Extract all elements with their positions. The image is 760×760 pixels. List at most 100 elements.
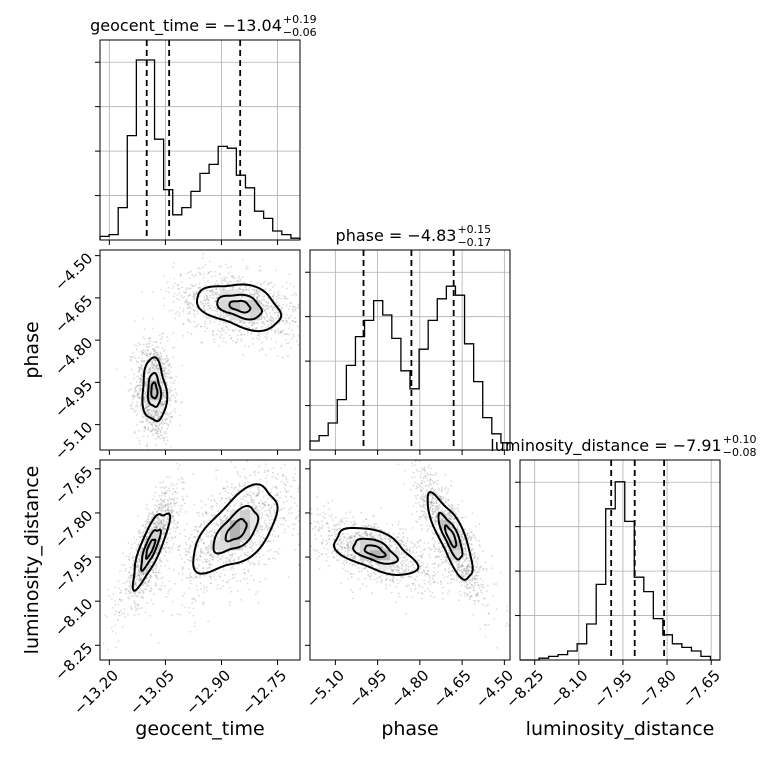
sample-point <box>160 507 162 509</box>
sample-point <box>173 379 176 382</box>
sample-point <box>140 360 143 363</box>
sample-point <box>347 570 350 573</box>
sample-point <box>139 536 142 539</box>
sample-point <box>194 600 197 603</box>
sample-point <box>214 299 217 302</box>
sample-point <box>129 405 132 407</box>
sample-point <box>328 530 330 533</box>
sample-point <box>156 525 159 528</box>
sample-point <box>154 526 157 529</box>
sample-point <box>158 558 161 561</box>
sample-point <box>209 290 212 293</box>
sample-point <box>165 521 168 523</box>
sample-point <box>178 464 181 467</box>
sample-point <box>176 526 179 529</box>
sample-point <box>366 532 369 535</box>
sample-point <box>273 550 276 553</box>
sample-point <box>265 354 267 357</box>
sample-point <box>226 485 229 488</box>
sample-point <box>155 429 158 432</box>
sample-point <box>311 329 313 331</box>
sample-point <box>170 365 172 368</box>
sample-point <box>374 531 377 533</box>
sample-point <box>212 534 215 537</box>
sample-point <box>154 437 157 440</box>
density-cell <box>220 540 231 551</box>
sample-point <box>220 497 223 500</box>
sample-point <box>165 486 168 489</box>
sample-point <box>220 277 223 280</box>
sample-point <box>382 548 385 550</box>
sample-point <box>304 503 306 505</box>
sample-point <box>154 359 157 362</box>
sample-point <box>131 407 134 410</box>
sample-point <box>206 289 209 292</box>
sample-point <box>181 487 184 490</box>
sample-point <box>142 573 145 576</box>
sample-point <box>198 570 201 573</box>
sample-point <box>250 539 253 542</box>
sample-point <box>318 568 321 571</box>
sample-point <box>145 404 148 407</box>
sample-point <box>251 288 254 291</box>
sample-point <box>248 588 250 591</box>
sample-point <box>142 524 145 526</box>
sample-point <box>253 534 256 537</box>
sample-point <box>158 561 161 564</box>
sample-point <box>162 274 165 277</box>
sample-point <box>223 276 225 279</box>
sample-point <box>321 526 323 529</box>
sample-point <box>155 410 158 413</box>
sample-point <box>257 331 260 334</box>
sample-point <box>206 513 208 516</box>
sample-point <box>143 338 146 340</box>
sample-point <box>318 526 321 529</box>
sample-point <box>354 554 357 557</box>
sample-point <box>165 508 168 511</box>
sample-point <box>166 281 169 284</box>
sample-point <box>261 322 264 325</box>
sample-point <box>155 553 158 556</box>
sample-point <box>157 522 160 525</box>
sample-point <box>182 499 184 502</box>
sample-point <box>252 549 255 552</box>
sample-point <box>230 486 233 489</box>
sample-point <box>218 309 221 312</box>
sample-point <box>146 342 149 345</box>
sample-point <box>157 421 160 424</box>
sample-point <box>157 416 160 419</box>
sample-point <box>145 570 148 573</box>
sample-point <box>258 488 261 491</box>
sample-point <box>222 321 225 324</box>
sample-point <box>144 407 147 409</box>
sample-point <box>170 512 173 515</box>
sample-point <box>218 265 221 268</box>
sample-point <box>175 487 178 490</box>
sample-point <box>139 404 142 407</box>
sample-point <box>137 557 140 560</box>
sample-point <box>208 530 211 533</box>
sample-point <box>422 548 425 551</box>
sample-point <box>273 513 276 516</box>
sample-point <box>162 403 165 406</box>
sample-point <box>257 487 259 489</box>
sample-point <box>239 288 242 290</box>
sample-point <box>155 499 158 502</box>
sample-point <box>246 507 249 510</box>
sample-point <box>157 517 160 520</box>
sample-point <box>167 592 170 595</box>
sample-point <box>254 507 256 510</box>
sample-point <box>159 481 162 484</box>
sample-point <box>257 531 260 534</box>
sample-point <box>384 534 386 537</box>
sample-point <box>198 295 201 298</box>
sample-point <box>155 505 158 507</box>
density-cell <box>220 520 231 531</box>
sample-point <box>161 404 164 407</box>
sample-point <box>156 410 159 413</box>
sample-point <box>366 535 369 538</box>
sample-point <box>138 370 140 373</box>
sample-point <box>199 537 202 539</box>
sample-point <box>174 530 177 533</box>
sample-point <box>115 646 117 649</box>
